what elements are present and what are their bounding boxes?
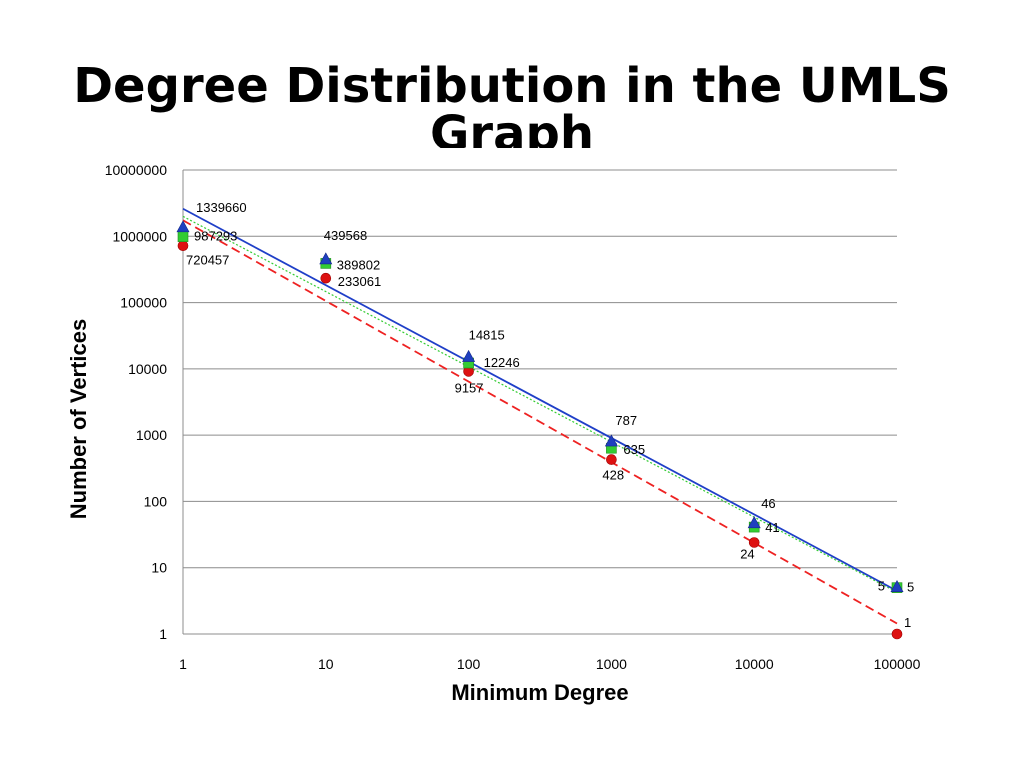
data-label-triangle: 1339660 xyxy=(196,200,247,215)
data-point-circle xyxy=(606,454,617,465)
data-point-triangle xyxy=(462,349,476,362)
data-point-circle xyxy=(177,240,189,252)
y-tick-label: 1000 xyxy=(136,427,167,443)
data-point-circle xyxy=(320,272,332,284)
data-label-square: 5 xyxy=(907,580,914,595)
data-label-square: 12246 xyxy=(484,355,520,370)
data-label-triangle: 46 xyxy=(761,496,775,511)
data-point-square xyxy=(177,231,189,242)
trendlines xyxy=(182,207,898,625)
x-tick-label: 100 xyxy=(457,656,481,672)
y-tick-label: 100000 xyxy=(120,295,167,311)
y-tick-label: 1 xyxy=(159,626,167,642)
data-label-circle: 1 xyxy=(904,615,911,630)
data-label-circle: 9157 xyxy=(455,380,484,395)
data-label-triangle: 787 xyxy=(615,413,637,428)
y-tick-label: 10000000 xyxy=(105,162,168,178)
data-point-triangle xyxy=(176,220,190,233)
data-point-circle xyxy=(748,537,760,548)
x-tick-label: 1 xyxy=(179,656,187,672)
data-point-triangle xyxy=(319,252,333,265)
y-axis-title: Number of Vertices xyxy=(66,318,91,520)
x-tick-label: 10000 xyxy=(735,656,774,672)
x-tick-label: 1000 xyxy=(596,656,627,672)
gridlines xyxy=(183,169,897,635)
y-tick-label: 1000000 xyxy=(112,228,167,244)
axes: 1 10 100 1000 10000 100000 1000000 10000000 1 10 1… xyxy=(105,162,921,672)
data-label-circle: 233061 xyxy=(338,274,381,289)
data-point-triangle xyxy=(890,580,904,592)
data-label-triangle: 14815 xyxy=(469,328,505,343)
y-tick-label: 10000 xyxy=(128,361,167,377)
x-axis-title: Minimum Degree xyxy=(451,680,629,705)
trendline-triangle xyxy=(182,207,898,592)
y-tick-label: 10 xyxy=(151,560,167,576)
data-label-circle: 24 xyxy=(740,547,754,562)
data-point-circle xyxy=(891,628,903,640)
data-point-triangle xyxy=(747,516,761,529)
y-tick-label: 100 xyxy=(144,493,168,509)
x-tick-label: 100000 xyxy=(874,656,921,672)
trendline-circle xyxy=(182,219,898,625)
x-tick-label: 10 xyxy=(318,656,334,672)
slide-title: Degree Distribution in the UMLS Graph xyxy=(73,58,951,162)
data-points xyxy=(176,220,904,640)
data-label-square: 987293 xyxy=(194,229,237,244)
data-label-triangle: 5 xyxy=(878,579,885,594)
data-label-circle: 720457 xyxy=(186,253,229,268)
trendline-square xyxy=(182,215,898,593)
data-point-triangle xyxy=(604,434,618,447)
data-label-square: 41 xyxy=(765,520,779,535)
data-label-circle: 428 xyxy=(602,468,624,483)
data-labels: 1339660 439568 14815 787 46 5 987293 389802 1224… xyxy=(186,200,914,630)
data-label-square: 635 xyxy=(623,442,645,457)
data-label-square: 389802 xyxy=(337,257,380,272)
data-label-triangle: 439568 xyxy=(324,228,367,243)
